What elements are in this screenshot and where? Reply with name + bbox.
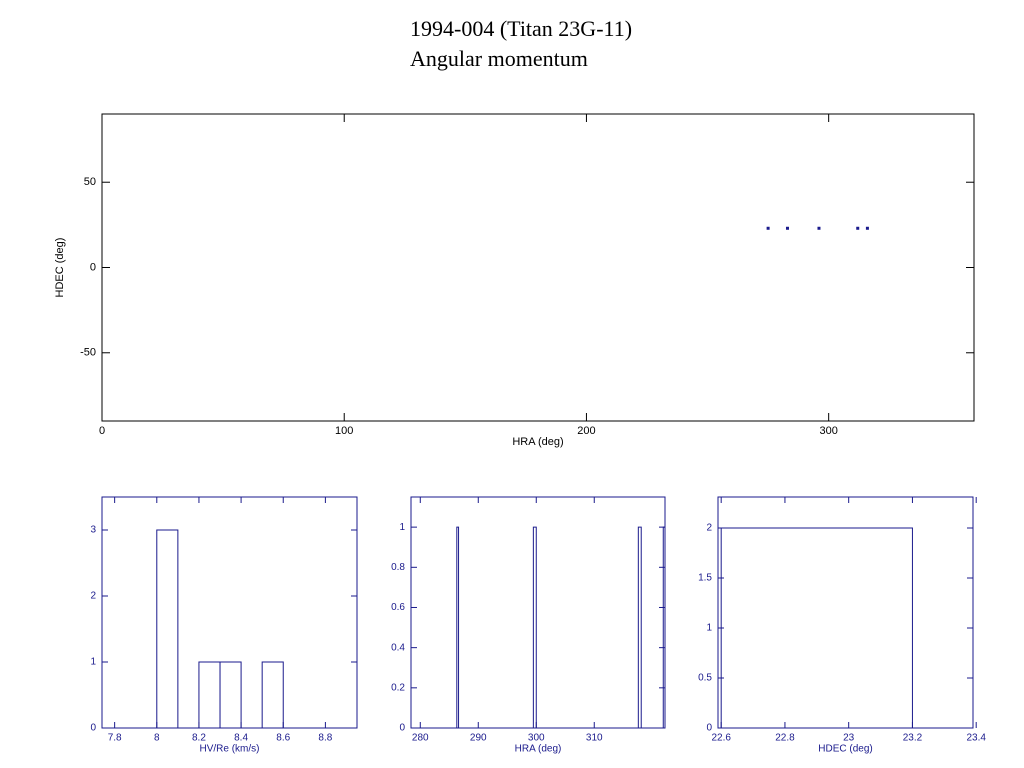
x-tick-label: 7.8 xyxy=(108,733,122,744)
y-tick-label: 1 xyxy=(706,623,712,634)
x-tick-label: 8.4 xyxy=(234,733,248,744)
y-tick-label: 0 xyxy=(90,723,96,734)
x-tick-label: 22.8 xyxy=(775,733,795,744)
x-tick-label: 300 xyxy=(819,425,837,437)
y-tick-label: 3 xyxy=(90,525,96,536)
x-tick-label: 23 xyxy=(843,733,855,744)
y-tick-label: 1.5 xyxy=(698,573,712,584)
x-tick-label: 310 xyxy=(586,733,603,744)
point xyxy=(766,226,770,230)
x-tick-label: 300 xyxy=(528,733,545,744)
y-axis-label: HDEC (deg) xyxy=(54,238,66,298)
chart-title: 1994-004 (Titan 23G-11) xyxy=(410,16,632,41)
histogram-bar xyxy=(198,661,221,729)
y-tick-label: 1 xyxy=(399,522,405,533)
x-tick-label: 23.4 xyxy=(966,733,986,744)
x-tick-label: 23.2 xyxy=(903,733,923,744)
y-tick-label: 2 xyxy=(706,523,712,534)
y-tick-label: 1 xyxy=(90,657,96,668)
y-tick-label: 0.8 xyxy=(391,562,405,573)
y-tick-label: 0.6 xyxy=(391,602,405,613)
x-axis-label: HRA (deg) xyxy=(515,744,562,755)
x-tick-label: 8.8 xyxy=(318,733,332,744)
y-tick-label: 0.4 xyxy=(391,642,405,653)
y-tick-label: 0 xyxy=(399,723,405,734)
chart-subtitle: Angular momentum xyxy=(410,46,588,71)
x-tick-label: 0 xyxy=(99,425,105,437)
y-tick-label: 0 xyxy=(90,261,96,273)
x-tick-label: 8 xyxy=(154,733,160,744)
y-tick-label: -50 xyxy=(80,347,96,359)
x-axis-label: HDEC (deg) xyxy=(818,744,872,755)
x-tick-label: 290 xyxy=(470,733,487,744)
x-tick-label: 280 xyxy=(412,733,429,744)
plot-frame xyxy=(410,496,666,729)
y-tick-label: 50 xyxy=(84,176,96,188)
point xyxy=(856,226,860,230)
x-tick-label: 8.2 xyxy=(192,733,206,744)
x-tick-label: 8.6 xyxy=(276,733,290,744)
histogram-bar xyxy=(662,526,666,729)
x-axis-label: HV/Re (km/s) xyxy=(200,744,260,755)
plot-frame xyxy=(101,496,358,729)
histogram-bar xyxy=(456,526,460,729)
y-tick-label: 0.5 xyxy=(698,673,712,684)
histogram-bar xyxy=(720,527,913,729)
plot-frame xyxy=(717,496,974,729)
y-tick-label: 0.2 xyxy=(391,682,405,693)
x-axis-label: HRA (deg) xyxy=(512,436,563,448)
histogram-bar xyxy=(156,529,179,729)
point xyxy=(817,226,821,230)
point xyxy=(865,226,869,230)
histogram-bar xyxy=(532,526,537,729)
x-tick-label: 200 xyxy=(577,425,595,437)
x-tick-label: 22.6 xyxy=(711,733,731,744)
y-tick-label: 2 xyxy=(90,591,96,602)
plot-frame xyxy=(101,113,975,422)
x-tick-label: 100 xyxy=(335,425,353,437)
histogram-bar xyxy=(219,661,242,729)
point xyxy=(785,226,789,230)
y-tick-label: 0 xyxy=(706,723,712,734)
histogram-bar xyxy=(261,661,284,729)
histogram-bar xyxy=(637,526,642,729)
